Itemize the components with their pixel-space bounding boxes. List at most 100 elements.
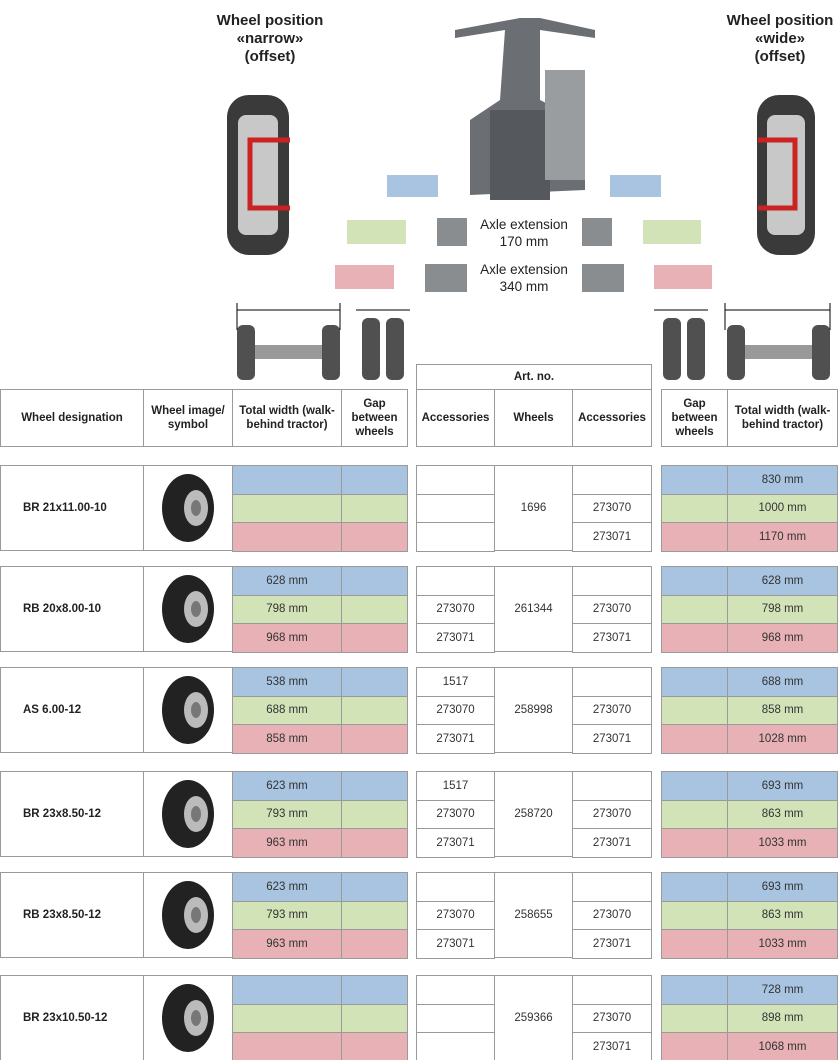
- narrow-width: [232, 522, 342, 552]
- wide-gap: [661, 695, 728, 725]
- title-line: (offset): [754, 48, 806, 65]
- wide-gap: [661, 1032, 728, 1060]
- wide-width: 693 mm: [727, 872, 838, 902]
- wide-gap: [661, 465, 728, 495]
- narrow-gap: [341, 566, 408, 596]
- axle-icons: [425, 218, 624, 292]
- narrow-width: 623 mm: [232, 872, 342, 902]
- wheel-image: [143, 771, 233, 857]
- accessory-right: 273070: [572, 594, 652, 624]
- narrow-width: 538 mm: [232, 667, 342, 697]
- wheel-sketches: [237, 318, 830, 380]
- narrow-gap: [341, 695, 408, 725]
- narrow-gap: [341, 465, 408, 495]
- accessory-right: [572, 566, 652, 596]
- title-line: «wide»: [754, 30, 806, 47]
- wide-gap: [661, 828, 728, 858]
- narrow-gap: [341, 900, 408, 930]
- wide-gap: [661, 771, 728, 801]
- diagram: [227, 18, 831, 380]
- axle-length: 340 mm: [499, 279, 549, 294]
- wide-gap: [661, 724, 728, 754]
- wide-gap: [661, 566, 728, 596]
- pink-bar: [654, 265, 712, 289]
- wide-width: 693 mm: [727, 771, 838, 801]
- green-bar: [347, 220, 406, 244]
- column-header: Wheels: [494, 389, 573, 447]
- wheel-image: [143, 667, 233, 753]
- narrow-width: 793 mm: [232, 799, 342, 829]
- wide-gap: [661, 522, 728, 552]
- wide-width: 1028 mm: [727, 724, 838, 754]
- accessory-left: [416, 1032, 495, 1060]
- wheel-designation: RB 23x8.50-12: [0, 872, 144, 958]
- accessory-right: 273071: [572, 1032, 652, 1060]
- accessory-left: 273071: [416, 623, 495, 653]
- title-line: Wheel position: [726, 12, 834, 29]
- green-bar: [643, 220, 701, 244]
- accessory-left: 273070: [416, 594, 495, 624]
- wheels-art-no: 261344: [494, 566, 573, 652]
- wide-gap: [661, 623, 728, 653]
- accessory-left: [416, 493, 495, 523]
- column-header: Total width (walk-behind tractor): [727, 389, 838, 447]
- wheel-designation: BR 23x8.50-12: [0, 771, 144, 857]
- wide-width: 863 mm: [727, 900, 838, 930]
- wide-width: 1170 mm: [727, 522, 838, 552]
- accessory-left: 273070: [416, 799, 495, 829]
- wheels-art-no: 258655: [494, 872, 573, 958]
- accessory-left: [416, 522, 495, 552]
- wide-width: 898 mm: [727, 1003, 838, 1033]
- wheel-image: [143, 975, 233, 1060]
- accessory-right: [572, 872, 652, 902]
- narrow-gap: [341, 799, 408, 829]
- wheel-designation: BR 23x10.50-12: [0, 975, 144, 1060]
- accessory-right: [572, 771, 652, 801]
- wide-gap: [661, 799, 728, 829]
- narrow-gap: [341, 667, 408, 697]
- wide-gap: [661, 900, 728, 930]
- accessory-right: 273071: [572, 929, 652, 959]
- axle-text: Axle extension: [480, 262, 568, 277]
- wide-width: 1033 mm: [727, 828, 838, 858]
- narrow-width: 688 mm: [232, 695, 342, 725]
- wheel-image: [143, 872, 233, 958]
- narrow-gap: [341, 724, 408, 754]
- accessory-left: [416, 1003, 495, 1033]
- wide-width: 863 mm: [727, 799, 838, 829]
- accessory-left: 1517: [416, 667, 495, 697]
- blue-bar: [387, 175, 438, 197]
- title-line: (offset): [244, 48, 296, 65]
- accessory-left: 273071: [416, 724, 495, 754]
- wide-gap: [661, 1003, 728, 1033]
- narrow-gap: [341, 929, 408, 959]
- narrow-gap: [341, 1003, 408, 1033]
- accessory-left: [416, 566, 495, 596]
- narrow-gap: [341, 1032, 408, 1060]
- accessory-right: 273071: [572, 724, 652, 754]
- accessory-left: [416, 872, 495, 902]
- accessory-right: 273071: [572, 522, 652, 552]
- accessory-left: [416, 975, 495, 1005]
- wide-width: 728 mm: [727, 975, 838, 1005]
- accessory-right: 273070: [572, 695, 652, 725]
- wheels-art-no: 259366: [494, 975, 573, 1060]
- narrow-title: Wheel position «narrow» (offset): [190, 12, 350, 66]
- wide-gap: [661, 975, 728, 1005]
- narrow-width: 858 mm: [232, 724, 342, 754]
- blue-bar: [610, 175, 661, 197]
- accessory-right: [572, 975, 652, 1005]
- wide-width: 968 mm: [727, 623, 838, 653]
- column-header: Wheel image/ symbol: [143, 389, 233, 447]
- narrow-width: [232, 975, 342, 1005]
- narrow-gap: [341, 594, 408, 624]
- narrow-width: 798 mm: [232, 594, 342, 624]
- narrow-gap: [341, 493, 408, 523]
- wide-width: 628 mm: [727, 566, 838, 596]
- wide-width: 798 mm: [727, 594, 838, 624]
- wheel-icon: [162, 880, 214, 949]
- wide-title: Wheel position «wide» (offset): [700, 12, 838, 66]
- narrow-width: 628 mm: [232, 566, 342, 596]
- wheels-art-no: 258720: [494, 771, 573, 857]
